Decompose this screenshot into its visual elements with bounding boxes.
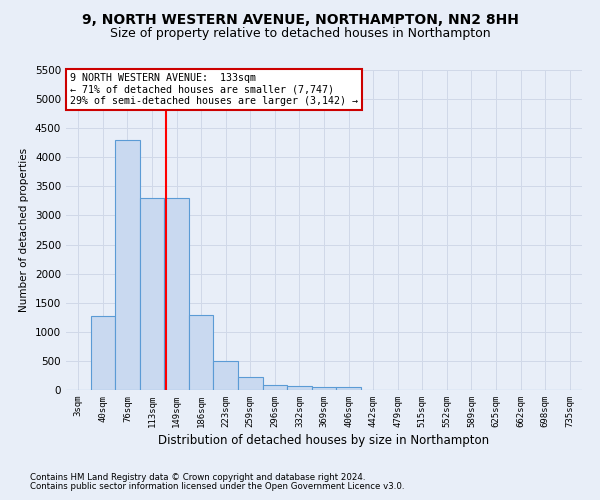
- Bar: [214, 362, 238, 390]
- Bar: [164, 198, 189, 390]
- Bar: [238, 378, 263, 390]
- Bar: [287, 386, 312, 390]
- Text: 9, NORTH WESTERN AVENUE, NORTHAMPTON, NN2 8HH: 9, NORTH WESTERN AVENUE, NORTHAMPTON, NN…: [82, 12, 518, 26]
- Bar: [115, 140, 140, 390]
- Bar: [140, 198, 164, 390]
- Y-axis label: Number of detached properties: Number of detached properties: [19, 148, 29, 312]
- Bar: [91, 316, 115, 390]
- X-axis label: Distribution of detached houses by size in Northampton: Distribution of detached houses by size …: [158, 434, 490, 447]
- Text: Size of property relative to detached houses in Northampton: Size of property relative to detached ho…: [110, 28, 490, 40]
- Text: Contains public sector information licensed under the Open Government Licence v3: Contains public sector information licen…: [30, 482, 404, 491]
- Bar: [336, 387, 361, 390]
- Text: Contains HM Land Registry data © Crown copyright and database right 2024.: Contains HM Land Registry data © Crown c…: [30, 474, 365, 482]
- Bar: [263, 385, 287, 390]
- Text: 9 NORTH WESTERN AVENUE:  133sqm
← 71% of detached houses are smaller (7,747)
29%: 9 NORTH WESTERN AVENUE: 133sqm ← 71% of …: [70, 73, 358, 106]
- Bar: [189, 315, 214, 390]
- Bar: [312, 387, 336, 390]
